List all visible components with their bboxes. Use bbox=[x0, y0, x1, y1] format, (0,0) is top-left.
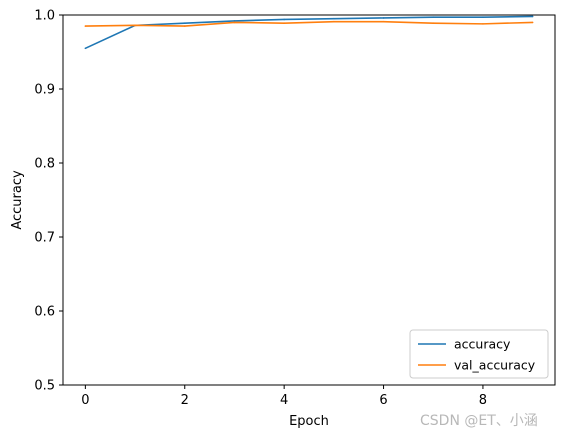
data-point-val-accuracy bbox=[333, 20, 335, 23]
x-tick-label: 2 bbox=[181, 393, 189, 408]
data-point-val-accuracy bbox=[283, 22, 285, 24]
data-point-val-accuracy bbox=[531, 21, 534, 24]
data-point-accuracy bbox=[482, 16, 484, 19]
data-point-val-accuracy bbox=[432, 22, 435, 24]
y-tick-label: 0.7 bbox=[34, 231, 55, 246]
plot-lines bbox=[84, 15, 534, 50]
series-line-accuracy bbox=[85, 15, 533, 50]
data-point-accuracy bbox=[531, 15, 534, 18]
plot-frame bbox=[62, 14, 556, 386]
legend-label-accuracy: accuracy bbox=[454, 337, 511, 352]
data-point-accuracy bbox=[183, 22, 186, 24]
data-point-accuracy bbox=[84, 47, 87, 50]
x-tick-label: 6 bbox=[379, 393, 387, 408]
data-point-val-accuracy bbox=[183, 25, 186, 27]
data-point-accuracy bbox=[233, 20, 236, 22]
y-tick-label: 0.6 bbox=[34, 305, 55, 320]
y-tick-label: 0.8 bbox=[34, 157, 55, 172]
data-point-val-accuracy bbox=[482, 23, 484, 25]
data-point-accuracy bbox=[382, 17, 385, 19]
data-point-val-accuracy bbox=[84, 25, 87, 27]
x-tick-label: 0 bbox=[81, 393, 89, 408]
y-axis-label: Accuracy bbox=[10, 170, 25, 230]
data-point-val-accuracy bbox=[382, 20, 385, 23]
y-tick-label: 0.9 bbox=[34, 83, 55, 98]
y-axis-ticks: 0.5 0.6 0.7 0.8 0.9 1.0 bbox=[34, 9, 63, 394]
x-tick-label: 8 bbox=[479, 393, 487, 408]
data-point-accuracy bbox=[432, 16, 435, 19]
x-tick-label: 4 bbox=[280, 393, 288, 408]
y-tick-label: 0.5 bbox=[34, 379, 55, 394]
data-point-val-accuracy bbox=[233, 21, 236, 24]
data-point-accuracy bbox=[333, 17, 335, 20]
data-point-accuracy bbox=[283, 18, 285, 21]
legend: accuracy val_accuracy bbox=[409, 329, 549, 379]
x-axis-label: Epoch bbox=[289, 414, 329, 429]
series-line-val-accuracy bbox=[85, 20, 533, 27]
x-axis-ticks: 0 2 4 6 8 bbox=[81, 385, 487, 408]
legend-label-val-accuracy: val_accuracy bbox=[454, 358, 536, 373]
y-tick-label: 1.0 bbox=[34, 9, 55, 24]
watermark: CSDN @ET、小涵 bbox=[420, 413, 538, 429]
data-point-val-accuracy bbox=[134, 24, 136, 27]
legend-box bbox=[409, 329, 549, 379]
